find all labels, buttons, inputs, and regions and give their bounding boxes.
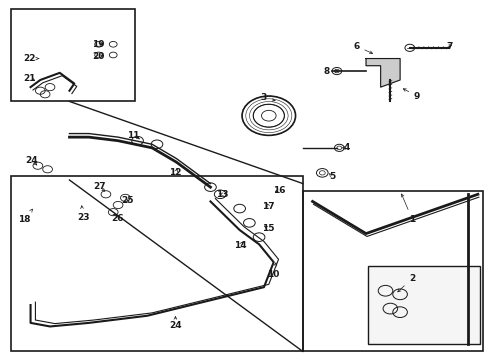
Text: 18: 18 (18, 209, 32, 224)
Text: 4: 4 (342, 143, 349, 152)
Text: 16: 16 (273, 186, 285, 195)
Text: 24: 24 (26, 156, 38, 165)
Text: 1: 1 (401, 194, 414, 224)
Text: 6: 6 (352, 41, 372, 54)
Bar (302, 191, 482, 351)
Text: 13: 13 (216, 190, 228, 199)
Text: 20: 20 (92, 52, 104, 61)
Text: 25: 25 (122, 196, 134, 205)
Text: 17: 17 (262, 202, 275, 211)
Text: 14: 14 (234, 240, 246, 249)
Text: 19: 19 (92, 40, 105, 49)
Text: 24: 24 (169, 316, 182, 330)
Text: 3: 3 (260, 93, 275, 102)
Text: 8: 8 (323, 67, 338, 76)
Text: 2: 2 (397, 274, 414, 292)
Bar (11, 9, 135, 102)
Text: 9: 9 (403, 89, 420, 100)
Text: 23: 23 (77, 206, 89, 222)
Text: 5: 5 (328, 172, 334, 181)
Bar (11, 176, 302, 351)
Text: 22: 22 (23, 54, 39, 63)
Text: 12: 12 (169, 168, 182, 177)
Polygon shape (366, 59, 399, 87)
Text: 10: 10 (267, 263, 279, 279)
Text: 21: 21 (23, 74, 36, 83)
Text: 7: 7 (446, 41, 452, 50)
Text: 15: 15 (261, 224, 274, 233)
Text: 11: 11 (127, 131, 140, 140)
Text: 27: 27 (93, 182, 106, 191)
Text: 26: 26 (111, 214, 123, 223)
Bar (368, 266, 479, 344)
